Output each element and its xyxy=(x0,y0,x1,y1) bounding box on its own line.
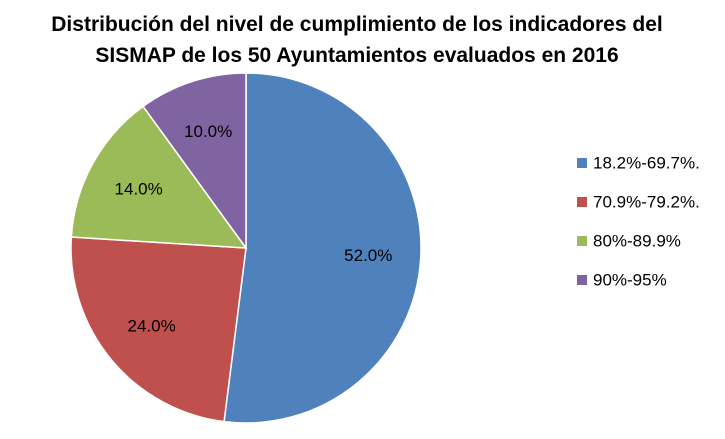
legend-swatch-1 xyxy=(577,158,587,168)
legend-item-1: 18.2%-69.7%. xyxy=(577,154,700,173)
chart-title-line-1: Distribución del nivel de cumplimiento d… xyxy=(51,13,662,36)
legend-item-3: 80%-89.9% xyxy=(577,232,681,251)
pie-slices xyxy=(70,72,422,424)
chart-title: Distribución del nivel de cumplimiento d… xyxy=(51,13,662,67)
legend-swatch-3 xyxy=(577,236,587,246)
legend-label-2: 70.9%-79.2%. xyxy=(593,193,700,212)
slice-data-label-3: 14.0% xyxy=(115,179,163,198)
legend: 18.2%-69.7%. 70.9%-79.2%. 80%-89.9% 90%-95% xyxy=(577,154,700,290)
pie-slice-1 xyxy=(223,72,422,424)
pie-slice-4 xyxy=(142,72,247,251)
legend-label-3: 80%-89.9% xyxy=(593,232,681,251)
legend-swatch-4 xyxy=(577,275,587,285)
pie-slice-3 xyxy=(70,105,248,249)
pie-data-labels: 52.0% 24.0% 14.0% 10.0% xyxy=(115,122,393,336)
pie-slice-2 xyxy=(70,236,247,423)
legend-label-1: 18.2%-69.7%. xyxy=(593,154,700,173)
slice-data-label-4: 10.0% xyxy=(184,122,232,141)
chart-title-line-2: SISMAP de los 50 Ayuntamientos evaluados… xyxy=(95,44,618,67)
slice-data-label-2: 24.0% xyxy=(128,317,176,336)
legend-swatch-2 xyxy=(577,197,587,207)
legend-item-2: 70.9%-79.2%. xyxy=(577,193,700,212)
legend-label-4: 90%-95% xyxy=(593,271,667,290)
slice-data-label-1: 52.0% xyxy=(344,246,392,265)
legend-item-4: 90%-95% xyxy=(577,271,667,290)
